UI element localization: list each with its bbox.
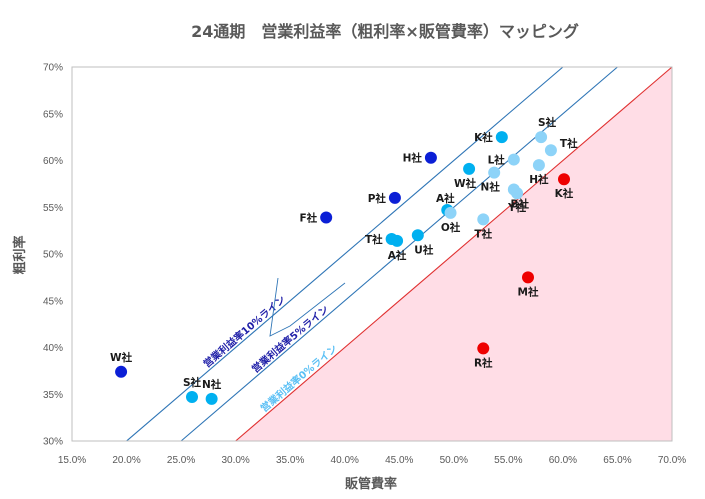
data-point [205, 392, 218, 405]
x-tick-label: 50.0% [440, 455, 468, 466]
x-tick-label: 15.0% [58, 455, 86, 466]
callout-bracket-line [269, 277, 346, 337]
data-point [388, 191, 401, 204]
data-point [532, 159, 545, 172]
data-point-label: O社 [441, 221, 461, 234]
data-point [444, 206, 457, 219]
y-axis-title: 粗利率 [12, 235, 28, 274]
data-point-label: S社 [183, 376, 202, 389]
x-tick-label: 65.0% [603, 455, 631, 466]
data-point [186, 391, 198, 404]
data-point-label: T社 [560, 137, 578, 150]
data-point-label: A社 [388, 249, 407, 262]
data-point [507, 153, 520, 166]
x-tick-label: 70.0% [658, 455, 686, 466]
y-tick-label: 30% [43, 437, 63, 448]
data-point-label: B社 [511, 197, 530, 210]
data-point-label: H社 [403, 152, 423, 165]
data-point-label: K社 [474, 131, 493, 144]
x-axis-title: 販管費率 [345, 476, 397, 492]
y-tick-label: 50% [43, 250, 63, 261]
data-point-label: A社 [436, 192, 455, 205]
x-tick-label: 45.0% [385, 455, 413, 466]
data-point-label: S社 [538, 116, 557, 129]
data-point [477, 342, 490, 355]
data-point-label: N社 [202, 378, 222, 391]
data-point-label: P社 [368, 192, 387, 205]
x-tick-label: 30.0% [221, 455, 249, 466]
reference-line-10pct [126, 66, 564, 442]
data-point [488, 166, 501, 179]
data-point-label: F社 [299, 212, 317, 225]
y-tick-label: 45% [43, 296, 63, 307]
y-tick-label: 70% [43, 63, 63, 74]
plot-border [71, 66, 673, 442]
data-point [511, 187, 524, 200]
x-tick-label: 40.0% [331, 455, 359, 466]
data-point-label: M社 [518, 285, 539, 298]
data-point [558, 173, 570, 186]
data-point [411, 229, 424, 242]
data-point [522, 271, 534, 284]
data-point-label: W社 [110, 351, 133, 364]
x-tick-label: 20.0% [112, 455, 140, 466]
x-tick-label: 60.0% [549, 455, 577, 466]
data-point [115, 365, 128, 378]
plot-area: 15.0% 20.0% 25.0% 30.0% 35.0% 40.0% 45.0% 50.0%… [43, 63, 686, 467]
data-point-label: R社 [474, 356, 493, 369]
y-tick-label: 60% [43, 156, 63, 167]
data-point [391, 234, 404, 247]
x-tick-label: 35.0% [276, 455, 304, 466]
reference-line-0pct [235, 66, 673, 442]
data-point [463, 162, 476, 175]
data-point [477, 213, 490, 226]
data-point [424, 151, 437, 164]
data-point [544, 144, 557, 157]
y-tick-label: 65% [43, 109, 63, 120]
data-point-label: H社 [529, 173, 549, 186]
x-tick-label: 25.0% [167, 455, 195, 466]
data-point-label: L社 [488, 154, 506, 167]
reference-line-5pct [180, 66, 618, 442]
data-point-label: U社 [414, 243, 434, 256]
y-tick-label: 40% [43, 343, 63, 354]
data-point-label: T社 [365, 233, 383, 246]
y-tick-label: 35% [43, 390, 63, 401]
data-point-label: K社 [555, 187, 574, 200]
data-point [320, 211, 333, 224]
data-point-label: N社 [481, 181, 501, 194]
data-point-label: T社 [474, 227, 492, 240]
callout-bracket [269, 277, 346, 337]
data-point-label: W社 [454, 177, 477, 190]
chart-title: 24通期 営業利益率（粗利率×販管費率）マッピング [191, 22, 579, 41]
data-point [495, 131, 508, 144]
y-tick-label: 55% [43, 203, 63, 214]
data-point [535, 131, 548, 144]
x-tick-label: 55.0% [494, 455, 522, 466]
data-point-label: Y社 [507, 201, 527, 214]
